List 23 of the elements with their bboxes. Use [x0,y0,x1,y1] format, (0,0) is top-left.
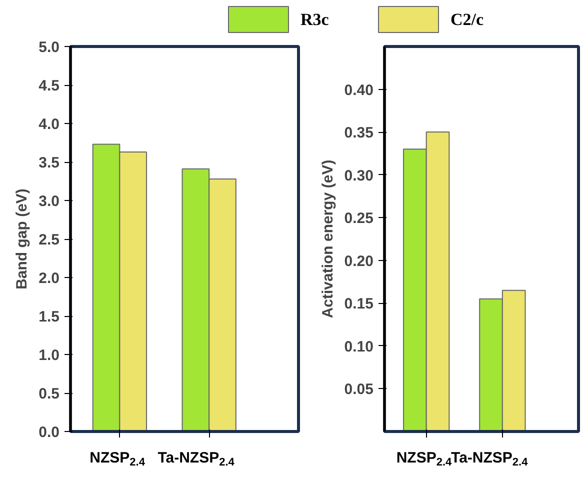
y-tick-label: 0.05 [344,381,374,398]
y-tick-label: 0.25 [344,210,374,228]
y-tick-label: 4.5 [38,78,60,94]
y-tick-label: 0.0 [38,424,60,441]
y-tick-label: 2.0 [38,270,60,287]
y-tick-label: 0.5 [38,386,60,402]
y-tick-label: 5.0 [38,39,60,56]
y-tick-label: 3.0 [38,193,60,210]
y-tick-label: 0.15 [344,296,374,313]
legend-label: C2/c [450,10,484,29]
y-tick-label: 3.5 [38,154,60,172]
legend-label: R3c [300,10,330,29]
y-tick-label: 0.40 [344,82,374,99]
y-tick-label: 0.30 [344,167,374,184]
y-tick-label: 0.20 [344,252,374,270]
y-tick-label: 2.5 [38,232,60,248]
y-tick-label: 4.0 [38,116,60,133]
y-tick-label: 0.35 [344,124,374,142]
y-tick-label: 1.5 [38,308,60,326]
y-axis-title: Activation energy (eV) [319,160,336,318]
y-tick-label: 0.10 [344,338,374,356]
y-tick-label: 1.0 [38,347,60,364]
y-axis-title: Band gap (eV) [14,188,31,290]
